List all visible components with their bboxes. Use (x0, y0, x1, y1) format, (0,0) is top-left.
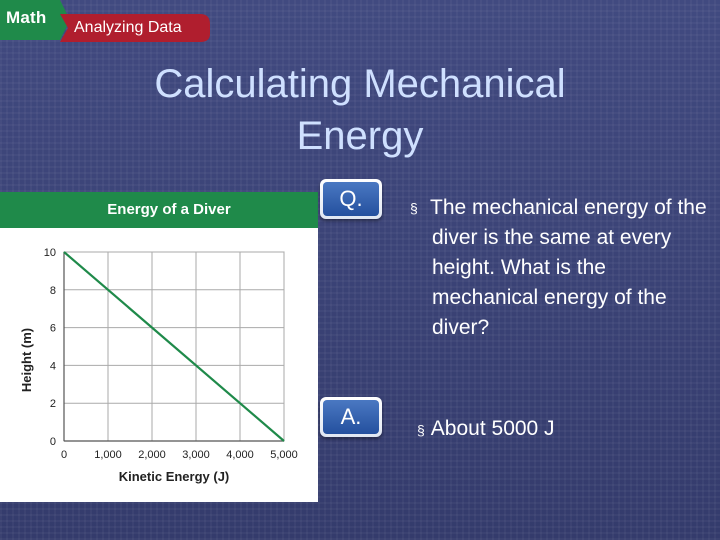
y-axis-label: Height (m) (19, 328, 34, 392)
subject-badge: Math Analyzing Data (0, 0, 212, 44)
series-line-0 (63, 251, 285, 442)
x-tick-label-3: 3,000 (182, 449, 210, 461)
x-tick-label-1: 1,000 (94, 449, 122, 461)
slide-title-line2: Energy (296, 114, 424, 158)
y-tick-label-2: 4 (50, 360, 56, 372)
question-badge-label: Q. (323, 182, 379, 216)
subject-label: Math (6, 8, 47, 27)
question-text: The mechanical energy of the diver is th… (430, 196, 707, 339)
question-badge: Q. (320, 179, 382, 219)
y-tick-label-0: 0 (50, 436, 56, 448)
y-tick-label-3: 6 (50, 323, 56, 335)
answer-text: About 5000 J (430, 417, 555, 440)
chart-title: Energy of a Diver (107, 201, 231, 218)
chart-figure: Energy of a Diver 0 2 4 6 8 10 0 1,000 2,000 3,0… (0, 192, 318, 502)
question-bullet: § (410, 200, 418, 216)
x-tick-label-0: 0 (61, 449, 67, 461)
answer-bullet: § (417, 422, 425, 438)
answer-badge: A. (320, 397, 382, 437)
chart-series (63, 251, 285, 442)
slide-title-line1: Calculating Mechanical (154, 62, 566, 106)
x-tick-label-5: 5,000 (270, 449, 298, 461)
y-tick-label-5: 10 (44, 247, 56, 259)
question-block: § The mechanical energy of the diver is … (410, 193, 710, 343)
answer-badge-label: A. (323, 400, 379, 434)
chart-svg: 0 2 4 6 8 10 0 1,000 2,000 3,000 4,000 5,000 Heigh… (19, 247, 298, 484)
x-tick-labels: 0 1,000 2,000 3,000 4,000 5,000 (61, 449, 298, 461)
chart-title-bar: Energy of a Diver (0, 192, 318, 228)
chart-axes (63, 252, 284, 442)
x-tick-label-2: 2,000 (138, 449, 166, 461)
y-tick-labels: 0 2 4 6 8 10 (44, 247, 56, 448)
y-tick-label-4: 8 (50, 285, 56, 297)
y-tick-label-1: 2 (50, 398, 56, 410)
slide-title: Calculating Mechanical Energy (110, 58, 610, 162)
x-axis-label: Kinetic Energy (J) (119, 469, 230, 484)
answer-block: § About 5000 J (417, 414, 555, 445)
section-label: Analyzing Data (74, 19, 182, 36)
x-tick-label-4: 4,000 (226, 449, 254, 461)
badge-shape (0, 0, 210, 42)
